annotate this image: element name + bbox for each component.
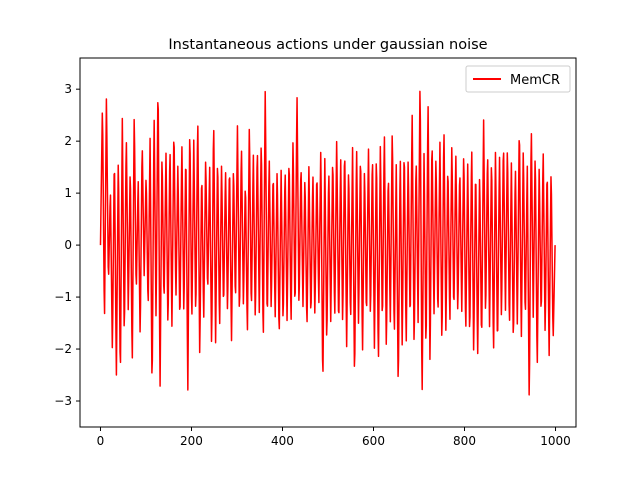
x-tick-label: 0	[97, 434, 105, 448]
y-tick-label: 2	[64, 134, 72, 148]
x-tick-label: 200	[180, 434, 203, 448]
y-tick-label: 3	[64, 82, 72, 96]
y-tick-label: −1	[54, 290, 72, 304]
series-line-memcr	[99, 90, 556, 396]
axes-layer: 0 200 400 600 800 1000 −3 −2 −1 0 1 2 3	[54, 57, 577, 448]
y-tick-label: −2	[54, 342, 72, 356]
plot-frame	[79, 57, 577, 428]
y-tick-label: 1	[64, 186, 72, 200]
legend-label-memcr: MemCR	[510, 73, 560, 88]
y-tick-label: 0	[64, 238, 72, 252]
y-tick-label: −3	[54, 394, 72, 408]
legend-box	[465, 65, 571, 93]
x-tick-label: 800	[453, 434, 476, 448]
x-tick-label: 1000	[540, 434, 571, 448]
chart-title: Instantaneous actions under gaussian noi…	[168, 37, 487, 53]
x-tick-label: 400	[271, 434, 294, 448]
series-layer	[99, 90, 556, 396]
legend: MemCR	[465, 65, 571, 93]
x-tick-label: 600	[362, 434, 385, 448]
